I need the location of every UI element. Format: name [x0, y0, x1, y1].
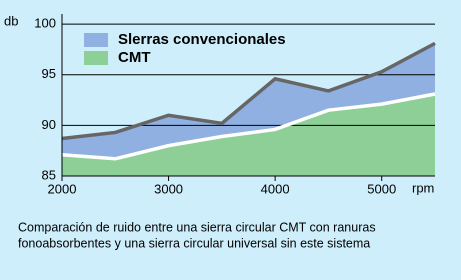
caption-line: Comparación de ruido entre una sierra ci…	[18, 220, 376, 234]
caption-line: fonoabsorbentes y una sierra circular un…	[18, 236, 370, 250]
legend-label: Slerras convencionales	[118, 31, 286, 48]
x-tick-label: 4000	[261, 181, 290, 196]
y-tick-label: 95	[42, 66, 56, 81]
line	[61, 41, 436, 141]
y-tick-label: 90	[42, 117, 56, 132]
x-tick-label: 5000	[367, 181, 396, 196]
x-tick-label: 3000	[154, 181, 183, 196]
y-unit: db	[4, 13, 18, 28]
area	[62, 93, 435, 176]
y-tick-label: 85	[42, 167, 56, 182]
legend-label: CMT	[118, 49, 151, 66]
x-tick-label: 2000	[48, 181, 77, 196]
legend-swatch	[84, 33, 108, 47]
legend-swatch	[84, 51, 108, 65]
line	[61, 92, 436, 161]
y-tick-label: 100	[34, 16, 56, 31]
x-unit: rpm	[412, 180, 434, 195]
